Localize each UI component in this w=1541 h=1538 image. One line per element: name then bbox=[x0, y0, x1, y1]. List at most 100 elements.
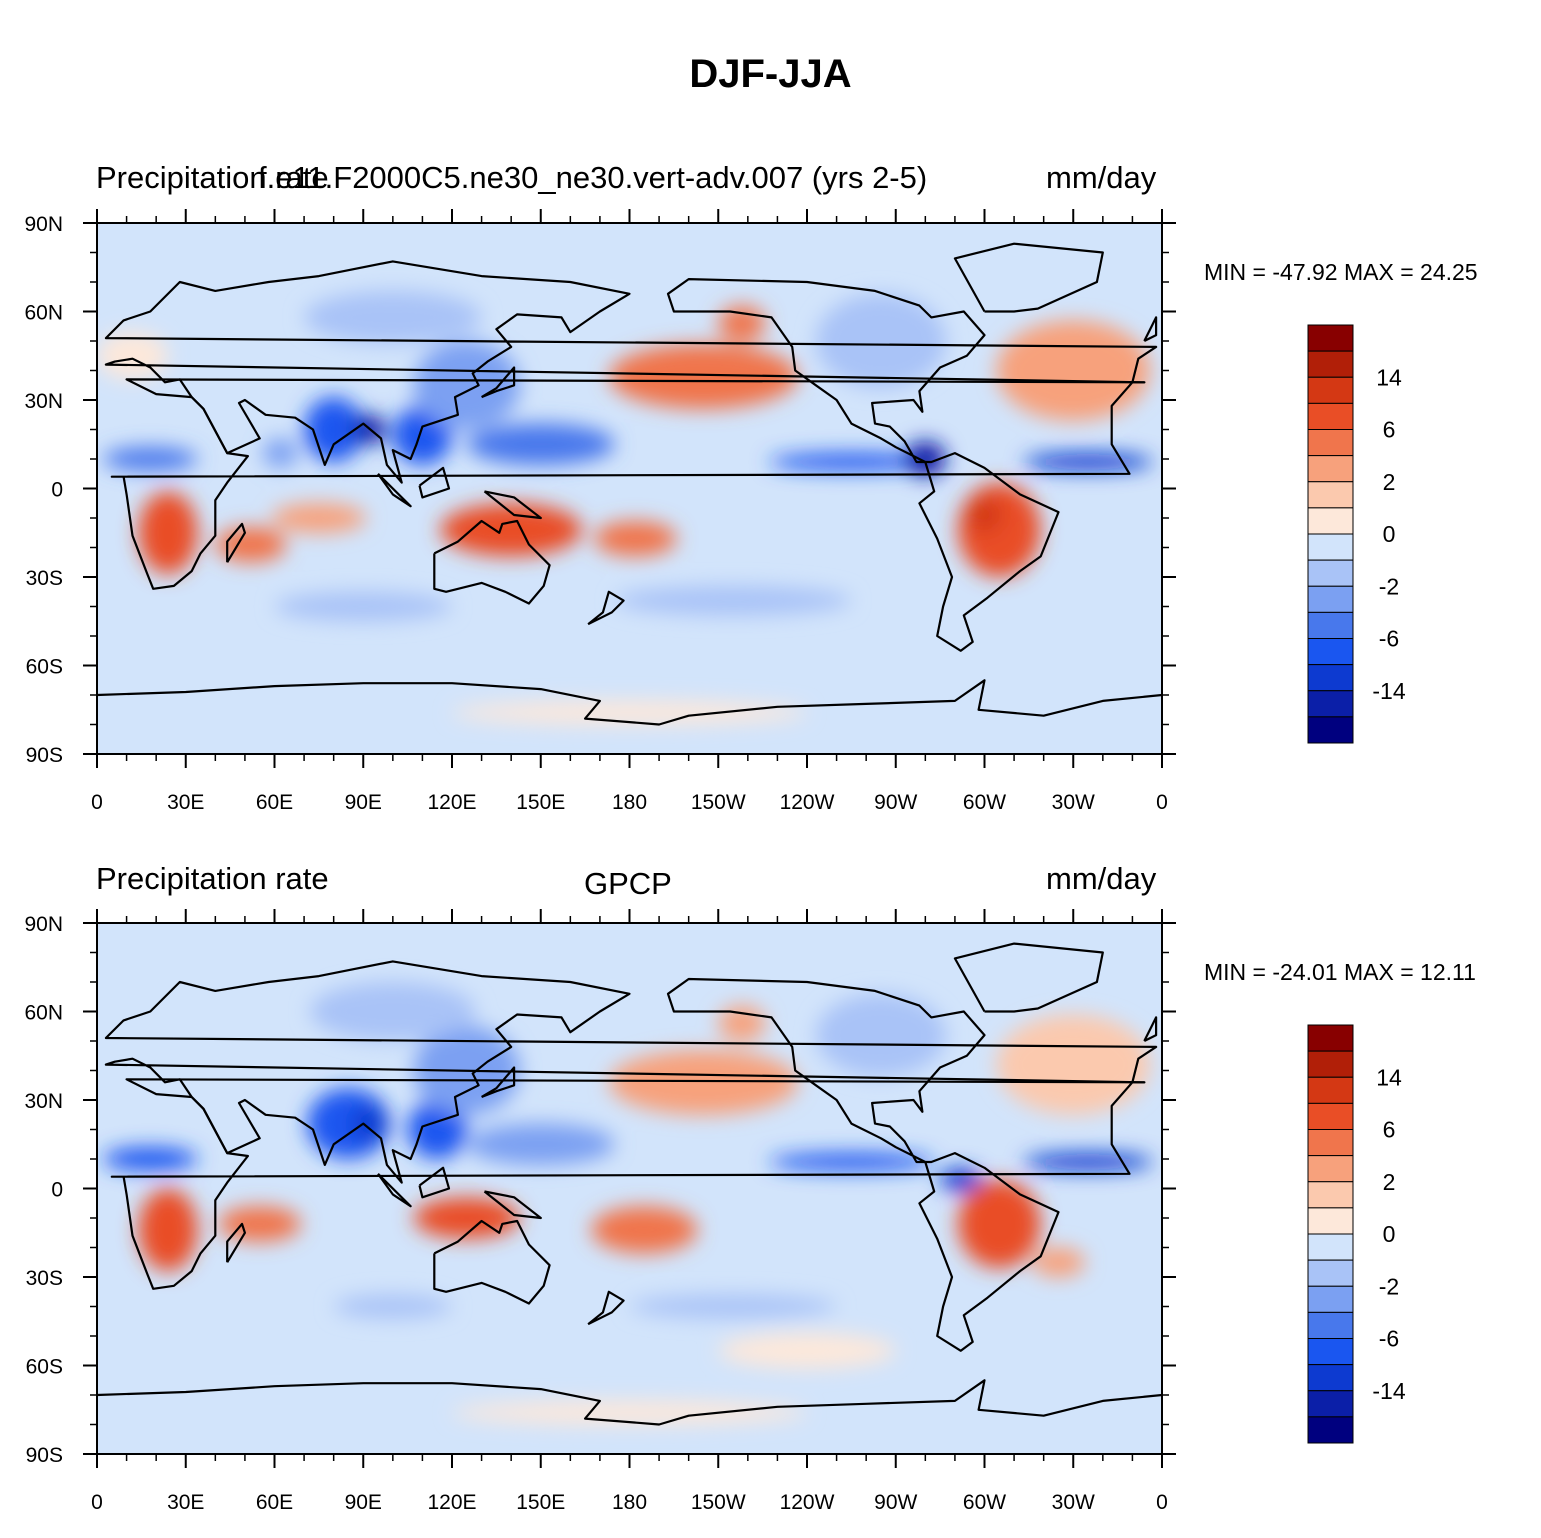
map-field bbox=[97, 223, 1162, 754]
panel1-min-max: MIN = -47.92 MAX = 24.25 bbox=[1204, 259, 1478, 285]
coastline bbox=[226, 522, 246, 563]
panel2-title-center: GPCP bbox=[584, 866, 672, 901]
colorbar-swatch bbox=[1307, 1233, 1354, 1261]
x-tick-label: 0 bbox=[1156, 791, 1168, 814]
colorbar-label: 14 bbox=[1376, 364, 1402, 390]
x-tick-label: 120E bbox=[427, 791, 476, 814]
x-tick-label: 150E bbox=[516, 1491, 565, 1514]
colorbar-swatch bbox=[1307, 350, 1354, 378]
colorbar-swatch bbox=[1307, 376, 1354, 404]
precip-region-indian-ocean-south bbox=[271, 503, 367, 533]
colorbar-label: -14 bbox=[1372, 1378, 1405, 1404]
precip-region-west-pacific-itcz-south bbox=[440, 503, 583, 557]
colorbar-swatch bbox=[1307, 1181, 1354, 1209]
precip-region-southern-ocean-east bbox=[718, 1333, 896, 1369]
colorbar-label: 2 bbox=[1383, 1169, 1396, 1195]
coastline bbox=[110, 1078, 1146, 1290]
x-tick-label: 0 bbox=[91, 791, 103, 814]
precip-region-east-pacific-itcz bbox=[768, 1153, 935, 1171]
precip-region-south-atlantic-sacz bbox=[1031, 1247, 1086, 1277]
coastline bbox=[97, 679, 1162, 726]
colorbar-label: 14 bbox=[1376, 1064, 1402, 1090]
coastlines bbox=[97, 942, 1162, 1426]
coastline bbox=[918, 452, 1060, 652]
colorbar-swatch bbox=[1307, 1390, 1354, 1418]
x-tick-label: 90E bbox=[345, 1491, 382, 1514]
x-tick-label: 180 bbox=[612, 1491, 647, 1514]
y-tick-label: 30N bbox=[24, 1090, 63, 1113]
coastline bbox=[418, 466, 451, 499]
precip-region-sahel-africa bbox=[102, 447, 198, 471]
coastline bbox=[377, 473, 412, 508]
precip-region-west-pacific-north bbox=[466, 1123, 615, 1165]
x-tick-label: 150W bbox=[691, 1491, 746, 1514]
x-tick-label: 30E bbox=[167, 791, 204, 814]
panel2-min-max: MIN = -24.01 MAX = 12.11 bbox=[1204, 959, 1476, 985]
colorbar-swatch bbox=[1307, 690, 1354, 718]
precip-region-south-pacific-spcz bbox=[591, 1206, 698, 1254]
colorbar-swatch bbox=[1307, 1024, 1354, 1052]
x-tick-label: 60E bbox=[256, 791, 293, 814]
coastline bbox=[377, 1173, 412, 1208]
precip-region-arabian-sea bbox=[262, 438, 299, 468]
colorbar-swatch bbox=[1307, 1259, 1354, 1287]
y-tick-label: 60N bbox=[24, 302, 63, 325]
y-tick-label: 30S bbox=[26, 1267, 63, 1290]
panel2-map-plot: 0 30E 60E 90E 120E 150E 180 150W 120W 90W 60W 30W 0 9… bbox=[24, 909, 1176, 1514]
panel2-colorbar: 14 6 2 0 -2 -6 -14 bbox=[1307, 1024, 1406, 1444]
colorbar-label: 0 bbox=[1383, 1221, 1396, 1247]
colorbar-swatch bbox=[1307, 507, 1354, 535]
y-tick-label: 60S bbox=[26, 656, 63, 679]
coastline bbox=[481, 1066, 516, 1099]
x-tick-label: 60W bbox=[963, 791, 1006, 814]
precip-region-antarctic-coast bbox=[452, 1400, 807, 1425]
colorbar-label: 2 bbox=[1383, 469, 1396, 495]
precip-region-southern-pacific-storm bbox=[614, 585, 852, 616]
colorbar-swatch bbox=[1307, 1050, 1354, 1078]
x-tick-label: 30W bbox=[1052, 791, 1095, 814]
precip-region-central-america bbox=[904, 441, 947, 477]
colorbar-swatch bbox=[1307, 1338, 1354, 1366]
colorbar-swatch bbox=[1307, 1155, 1354, 1183]
colorbar-swatch bbox=[1307, 559, 1354, 587]
colorbar-swatch bbox=[1307, 429, 1354, 457]
precip-region-south-china-sea bbox=[407, 1100, 467, 1159]
colorbar-swatch bbox=[1307, 664, 1354, 692]
precip-region-south-pacific-spcz bbox=[594, 520, 677, 557]
x-tick-label: 30W bbox=[1052, 1491, 1095, 1514]
colorbar-label: 0 bbox=[1383, 521, 1396, 547]
colorbar-swatch bbox=[1307, 402, 1354, 430]
precip-region-north-pacific-dry bbox=[608, 343, 799, 409]
x-tick-label: 30E bbox=[167, 1491, 204, 1514]
colorbar-swatch bbox=[1307, 611, 1354, 639]
precip-region-sahel-africa bbox=[102, 1147, 198, 1171]
precip-region-east-pacific-itcz bbox=[768, 453, 935, 471]
precip-region-amazon-north bbox=[940, 1167, 982, 1192]
colorbar-swatch bbox=[1307, 455, 1354, 483]
y-tick-label: 0 bbox=[51, 1179, 63, 1202]
precip-region-south-america bbox=[957, 1179, 1041, 1269]
colorbar-label: 6 bbox=[1383, 417, 1396, 443]
coastline bbox=[1143, 1016, 1158, 1042]
precip-region-north-america bbox=[815, 993, 947, 1077]
panel2-title-left: Precipitation rate bbox=[96, 861, 329, 896]
y-tick-label: 30N bbox=[24, 390, 63, 413]
coastline bbox=[481, 366, 516, 399]
precip-region-bay-of-bengal bbox=[351, 1105, 387, 1142]
colorbar-swatch bbox=[1307, 1285, 1354, 1313]
precip-region-south-indian-storm bbox=[333, 1294, 453, 1319]
colorbar-swatch bbox=[1307, 324, 1354, 352]
x-tick-label: 90E bbox=[345, 791, 382, 814]
x-tick-label: 0 bbox=[1156, 1491, 1168, 1514]
coastlines bbox=[97, 242, 1162, 726]
y-tick-label: 90S bbox=[26, 1444, 63, 1467]
x-tick-label: 120W bbox=[780, 791, 835, 814]
coastline bbox=[953, 242, 1104, 313]
panel1-colorbar: 14 6 2 0 -2 -6 -14 bbox=[1307, 324, 1406, 744]
y-tick-label: 90N bbox=[24, 213, 63, 236]
map-field bbox=[97, 923, 1162, 1454]
colorbar-swatch bbox=[1307, 1416, 1354, 1444]
colorbar-swatch bbox=[1307, 533, 1354, 561]
coastline bbox=[666, 278, 986, 464]
precip-region-southern-africa bbox=[138, 1188, 198, 1272]
